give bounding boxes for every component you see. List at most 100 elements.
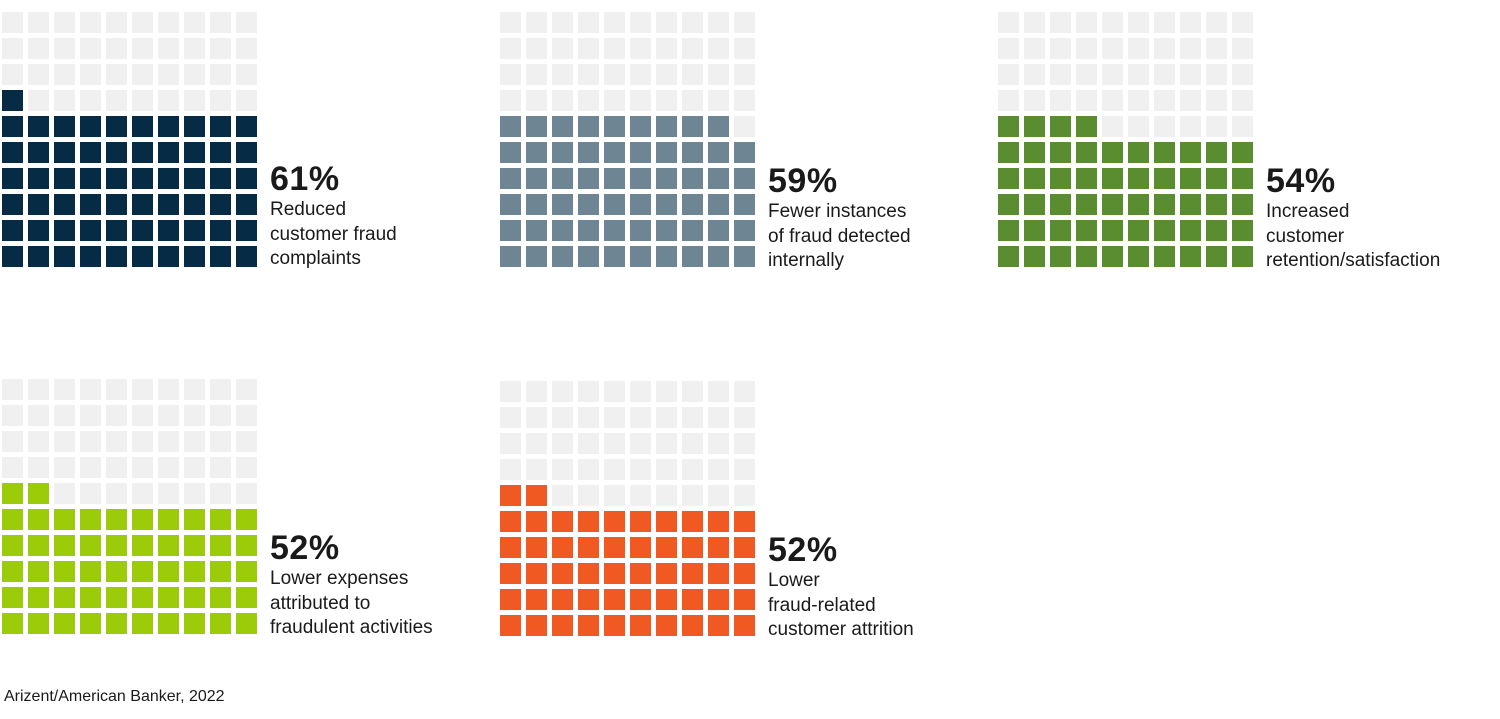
waffle-cell-filled bbox=[604, 116, 625, 137]
description-line: Lower expenses bbox=[270, 568, 409, 589]
waffle-cell-filled bbox=[1128, 246, 1149, 267]
waffle-cell-filled bbox=[552, 116, 573, 137]
waffle-cell-empty bbox=[236, 64, 257, 85]
waffle-cell-empty bbox=[106, 483, 127, 504]
waffle-cell-empty bbox=[210, 64, 231, 85]
panel-label: 59% Fewer instances of fraud detected in… bbox=[768, 164, 998, 274]
waffle-cell-filled bbox=[604, 220, 625, 241]
waffle-cell-empty bbox=[1180, 116, 1201, 137]
waffle-cell-empty bbox=[1154, 38, 1175, 59]
waffle-cell-empty bbox=[1102, 64, 1123, 85]
waffle-cell-empty bbox=[656, 485, 677, 506]
waffle-cell-filled bbox=[630, 142, 651, 163]
waffle-cell-filled bbox=[28, 509, 49, 530]
waffle-cell-filled bbox=[106, 587, 127, 608]
waffle-cell-filled bbox=[656, 615, 677, 636]
waffle-cell-filled bbox=[184, 194, 205, 215]
waffle-cell-filled bbox=[656, 194, 677, 215]
waffle-cell-filled bbox=[236, 246, 257, 267]
waffle-grid bbox=[998, 12, 1254, 268]
waffle-cell-filled bbox=[656, 563, 677, 584]
waffle-cell-filled bbox=[1206, 220, 1227, 241]
waffle-cell-filled bbox=[682, 220, 703, 241]
waffle-cell-filled bbox=[1102, 142, 1123, 163]
waffle-cell-empty bbox=[1206, 64, 1227, 85]
waffle-cell-empty bbox=[578, 12, 599, 33]
waffle-cell-empty bbox=[236, 431, 257, 452]
waffle-cell-empty bbox=[552, 407, 573, 428]
waffle-cell-filled bbox=[236, 613, 257, 634]
description: Fewer instances of fraud detected intern… bbox=[768, 200, 998, 274]
waffle-cell-empty bbox=[604, 38, 625, 59]
waffle-cell-filled bbox=[106, 116, 127, 137]
waffle-cell-filled bbox=[500, 563, 521, 584]
waffle-cell-filled bbox=[578, 220, 599, 241]
waffle-cell-empty bbox=[1102, 12, 1123, 33]
waffle-cell-filled bbox=[500, 142, 521, 163]
waffle-cell-filled bbox=[184, 561, 205, 582]
waffle-cell-filled bbox=[1076, 220, 1097, 241]
waffle-cell-empty bbox=[526, 381, 547, 402]
waffle-cell-filled bbox=[578, 142, 599, 163]
waffle-cell-filled bbox=[630, 563, 651, 584]
waffle-cell-empty bbox=[54, 457, 75, 478]
waffle-cell-empty bbox=[604, 381, 625, 402]
waffle-cell-empty bbox=[630, 407, 651, 428]
waffle-cell-filled bbox=[1076, 142, 1097, 163]
waffle-cell-filled bbox=[1024, 194, 1045, 215]
waffle-cell-filled bbox=[1232, 194, 1253, 215]
waffle-cell-filled bbox=[578, 563, 599, 584]
waffle-cell-filled bbox=[80, 613, 101, 634]
waffle-cell-empty bbox=[500, 38, 521, 59]
waffle-cell-filled bbox=[2, 142, 23, 163]
waffle-cell-filled bbox=[500, 220, 521, 241]
waffle-cell-empty bbox=[158, 90, 179, 111]
waffle-cell-filled bbox=[80, 116, 101, 137]
waffle-cell-filled bbox=[682, 246, 703, 267]
waffle-cell-filled bbox=[682, 589, 703, 610]
waffle-cell-filled bbox=[106, 535, 127, 556]
waffle-cell-empty bbox=[1076, 90, 1097, 111]
waffle-cell-filled bbox=[682, 511, 703, 532]
description-line: customer fraud bbox=[270, 223, 397, 245]
waffle-cell-filled bbox=[1206, 168, 1227, 189]
panel-label: 52% Lower fraud-related customer attriti… bbox=[768, 533, 998, 643]
waffle-cell-empty bbox=[708, 407, 729, 428]
waffle-cell-filled bbox=[526, 589, 547, 610]
waffle-cell-empty bbox=[1206, 116, 1227, 137]
waffle-cell-filled bbox=[1050, 116, 1071, 137]
waffle-cell-filled bbox=[708, 511, 729, 532]
waffle-cell-empty bbox=[500, 90, 521, 111]
waffle-cell-filled bbox=[526, 168, 547, 189]
waffle-cell-empty bbox=[106, 64, 127, 85]
waffle-cell-filled bbox=[630, 116, 651, 137]
waffle-cell-filled bbox=[734, 142, 755, 163]
waffle-cell-empty bbox=[210, 90, 231, 111]
waffle-cell-filled bbox=[1154, 246, 1175, 267]
waffle-cell-empty bbox=[132, 405, 153, 426]
waffle-cell-filled bbox=[526, 511, 547, 532]
waffle-cell-empty bbox=[210, 405, 231, 426]
description-line: attributed to bbox=[270, 592, 371, 614]
waffle-cell-empty bbox=[28, 379, 49, 400]
waffle-cell-filled bbox=[578, 511, 599, 532]
waffle-cell-filled bbox=[132, 561, 153, 582]
waffle-cell-filled bbox=[28, 246, 49, 267]
waffle-cell-filled bbox=[80, 246, 101, 267]
waffle-cell-filled bbox=[656, 246, 677, 267]
waffle-cell-filled bbox=[526, 116, 547, 137]
waffle-cell-empty bbox=[184, 38, 205, 59]
waffle-cell-filled bbox=[132, 220, 153, 241]
waffle-cell-filled bbox=[210, 116, 231, 137]
waffle-cell-empty bbox=[2, 431, 23, 452]
waffle-cell-empty bbox=[106, 12, 127, 33]
waffle-cell-empty bbox=[682, 433, 703, 454]
waffle-cell-filled bbox=[54, 535, 75, 556]
waffle-cell-filled bbox=[28, 168, 49, 189]
description-line: complaints bbox=[270, 248, 361, 269]
waffle-cell-empty bbox=[578, 381, 599, 402]
waffle-cell-empty bbox=[682, 485, 703, 506]
waffle-cell-filled bbox=[2, 509, 23, 530]
description: Lower fraud-related customer attrition bbox=[768, 569, 998, 643]
waffle-cell-empty bbox=[1128, 90, 1149, 111]
